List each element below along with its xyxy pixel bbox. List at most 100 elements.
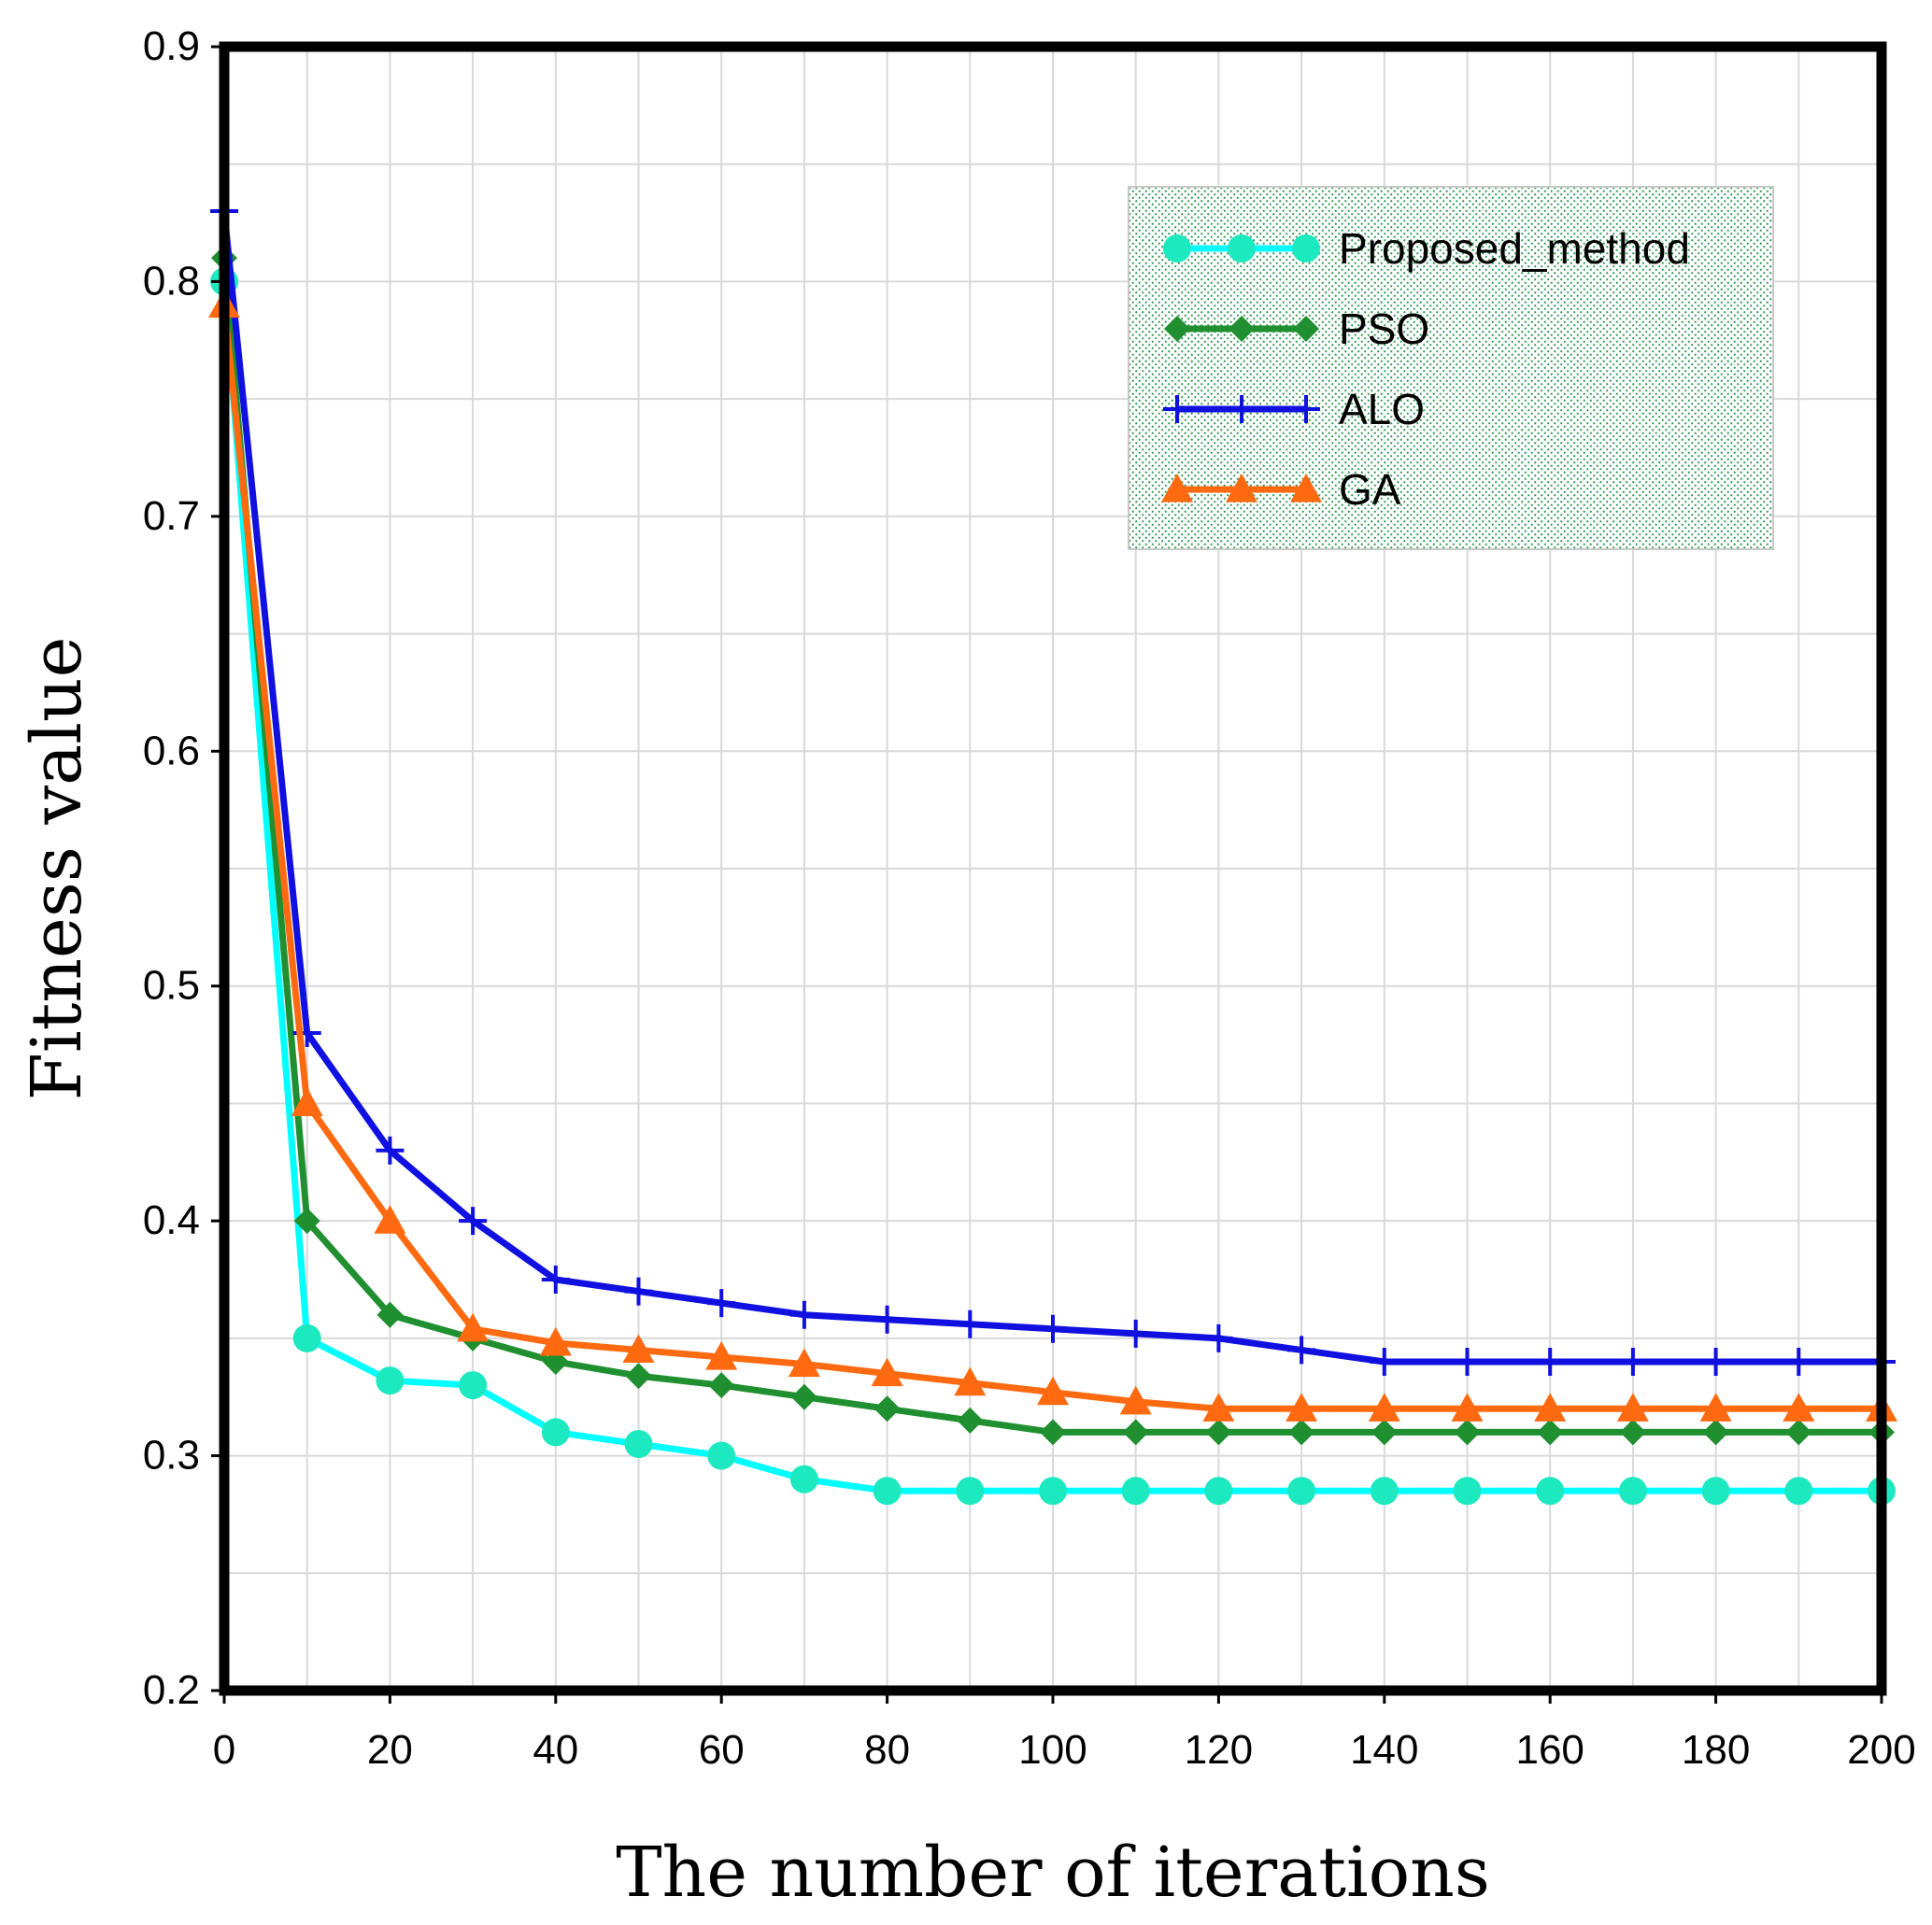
data-point-ga — [1534, 1393, 1567, 1422]
x-tick-label: 160 — [1515, 1727, 1584, 1773]
data-point-ga — [1451, 1393, 1484, 1422]
data-point-alo — [1039, 1314, 1067, 1343]
data-point-pso — [790, 1383, 817, 1410]
data-point-pso — [1454, 1419, 1481, 1446]
data-point-pso — [1785, 1419, 1812, 1446]
data-point-proposed-method — [1204, 1477, 1233, 1506]
data-point-alo — [956, 1309, 985, 1338]
x-tick-label: 140 — [1350, 1727, 1418, 1773]
legend-marker-proposed-method — [1163, 234, 1191, 262]
y-tick-label: 0.3 — [143, 1433, 200, 1479]
ticks: 0.2 0.3 0.4 0.5 0.6 0.7 0.8 0.9 0 20 40 60 80 100 120 1… — [143, 23, 1916, 1773]
x-axis-title: The number of iterations — [616, 1833, 1490, 1913]
x-tick-label: 40 — [533, 1727, 578, 1773]
data-point-ga — [788, 1348, 820, 1378]
legend-marker-proposed-method — [1292, 234, 1320, 262]
data-point-alo — [624, 1277, 653, 1306]
data-point-proposed-method — [1287, 1477, 1316, 1506]
legend-marker-alo — [1292, 395, 1320, 423]
data-point-ga — [291, 1087, 323, 1117]
legend-label: Proposed_method — [1339, 224, 1690, 273]
data-point-pso — [1702, 1419, 1729, 1446]
x-tick-label: 0 — [213, 1727, 235, 1773]
x-tick-label: 120 — [1185, 1727, 1253, 1773]
data-point-alo — [376, 1136, 405, 1165]
legend-marker-alo — [1163, 395, 1191, 423]
y-tick-label: 0.6 — [143, 728, 200, 773]
data-point-proposed-method — [1618, 1477, 1647, 1506]
legend-label: GA — [1339, 465, 1401, 514]
data-point-ga — [954, 1366, 987, 1396]
y-tick-label: 0.4 — [143, 1197, 200, 1243]
data-point-alo — [1618, 1348, 1647, 1376]
data-point-ga — [1368, 1393, 1400, 1422]
data-point-proposed-method — [541, 1418, 570, 1447]
data-point-pso — [1371, 1419, 1398, 1446]
data-point-alo — [459, 1207, 488, 1236]
data-point-alo — [1453, 1348, 1482, 1376]
data-point-alo — [1536, 1348, 1565, 1376]
axis-titles: The number of iterations Fitness value — [17, 637, 1490, 1913]
y-tick-label: 0.7 — [143, 493, 200, 539]
data-point-pso — [625, 1363, 652, 1390]
legend-item-alo: ALO — [1163, 385, 1425, 433]
data-point-pso — [874, 1395, 901, 1423]
x-tick-label: 20 — [367, 1727, 413, 1773]
series-ga — [208, 289, 1897, 1422]
legend-marker-ga — [1226, 474, 1257, 502]
data-point-proposed-method — [1453, 1477, 1482, 1506]
data-point-ga — [1783, 1393, 1815, 1422]
legend-marker-ga — [1290, 474, 1322, 502]
data-point-proposed-method — [1536, 1477, 1565, 1506]
y-tick-label: 0.8 — [143, 258, 200, 304]
y-tick-label: 0.9 — [143, 23, 200, 69]
data-point-proposed-method — [1039, 1477, 1067, 1506]
data-point-proposed-method — [1784, 1477, 1813, 1506]
y-tick-label: 0.5 — [143, 963, 200, 1009]
x-tick-label: 60 — [699, 1727, 745, 1773]
legend-marker-pso — [1164, 316, 1190, 342]
data-point-ga — [622, 1334, 655, 1364]
legend-item-proposed-method: Proposed_method — [1163, 224, 1690, 273]
legend-item-ga: GA — [1161, 465, 1401, 514]
data-point-alo — [1701, 1348, 1730, 1376]
data-point-proposed-method — [376, 1366, 405, 1395]
data-point-pso — [957, 1407, 984, 1434]
data-point-proposed-method — [1370, 1477, 1399, 1506]
data-point-alo — [873, 1305, 902, 1334]
data-point-ga — [1616, 1393, 1649, 1422]
series-alo — [210, 197, 1896, 1376]
legend-marker-pso — [1229, 316, 1255, 342]
x-tick-label: 200 — [1847, 1727, 1915, 1773]
legend-item-pso: PSO — [1164, 304, 1429, 353]
legend-label: PSO — [1339, 304, 1429, 353]
data-point-ga — [1699, 1393, 1732, 1422]
data-point-pso — [1288, 1419, 1315, 1446]
x-tick-label: 80 — [864, 1727, 910, 1773]
data-point-proposed-method — [292, 1323, 321, 1352]
data-point-ga — [705, 1340, 738, 1370]
data-point-ga — [1037, 1376, 1069, 1406]
data-point-alo — [541, 1266, 570, 1294]
data-point-proposed-method — [789, 1465, 818, 1493]
x-tick-label: 180 — [1682, 1727, 1750, 1773]
legend-marker-proposed-method — [1228, 234, 1256, 262]
data-point-alo — [1204, 1323, 1233, 1352]
data-point-pso — [1619, 1419, 1646, 1446]
series-layer — [208, 197, 1897, 1506]
data-point-pso — [376, 1301, 404, 1328]
data-point-alo — [1287, 1336, 1316, 1365]
data-point-pso — [1205, 1419, 1232, 1446]
data-point-proposed-method — [459, 1371, 488, 1400]
y-tick-label: 0.2 — [143, 1667, 200, 1713]
data-point-ga — [1119, 1385, 1152, 1415]
data-point-proposed-method — [873, 1477, 902, 1506]
data-point-ga — [871, 1357, 903, 1387]
data-point-pso — [1537, 1419, 1564, 1446]
data-point-alo — [1121, 1319, 1150, 1348]
legend-marker-pso — [1293, 316, 1319, 342]
data-point-pso — [293, 1208, 320, 1235]
data-point-alo — [707, 1289, 736, 1318]
data-point-alo — [1370, 1348, 1399, 1376]
